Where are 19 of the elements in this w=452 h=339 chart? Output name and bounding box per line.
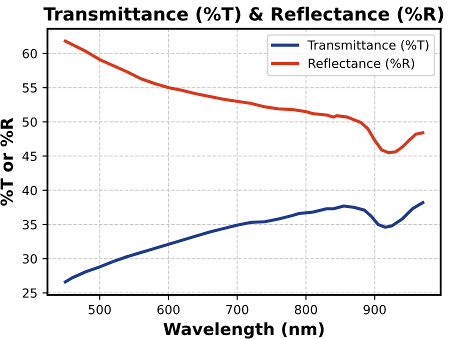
chart-title: Transmittance (%T) & Reflectance (%R): [44, 6, 444, 23]
y-tick-label: 30: [22, 254, 37, 264]
y-tick-label: 25: [22, 288, 37, 298]
legend-label: Transmittance (%T): [308, 40, 428, 52]
x-tick-label: 800: [294, 304, 318, 314]
y-tick-label: 35: [22, 220, 37, 230]
x-tick-label: 900: [364, 304, 386, 314]
line-series: [64, 201, 424, 284]
x-tick-label: 600: [157, 304, 180, 314]
y-tick-label: 40: [22, 186, 37, 196]
x-axis-title: Wavelength (nm): [164, 322, 324, 339]
y-axis-title: %T or %R: [0, 118, 14, 206]
y-tick-label: 45: [22, 152, 37, 161]
y-tick-label: 55: [22, 83, 37, 93]
y-tick-label: 60: [22, 48, 37, 58]
x-tick-label: 700: [226, 304, 248, 314]
legend-label: Reflectance (%R): [308, 58, 414, 70]
x-tick-label: 500: [88, 304, 111, 314]
y-tick-label: 50: [22, 117, 37, 127]
